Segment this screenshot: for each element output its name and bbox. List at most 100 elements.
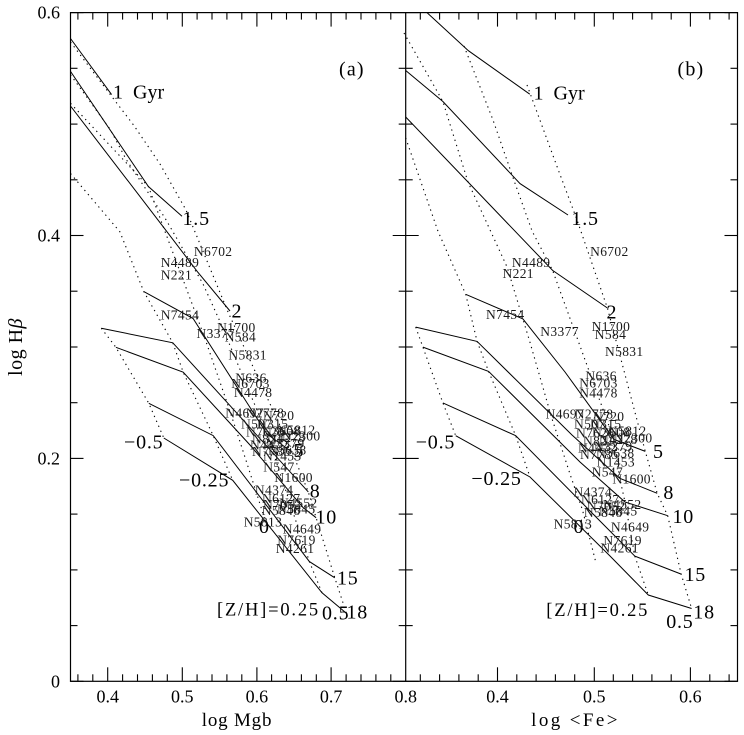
svg-text:1.5: 1.5 [183,208,210,230]
svg-text:N7052: N7052 [587,499,626,514]
svg-text:8: 8 [310,481,321,503]
svg-text:0.4: 0.4 [486,687,509,707]
svg-text:N7785: N7785 [580,447,619,462]
svg-text:0.4: 0.4 [38,226,61,246]
svg-text:15: 15 [685,564,707,586]
svg-text:18: 18 [693,602,715,624]
svg-text:0: 0 [259,516,270,538]
svg-text:−0.25: −0.25 [179,470,229,492]
svg-text:1 Gyr: 1 Gyr [534,83,585,105]
svg-text:N6127: N6127 [581,492,620,507]
svg-text:N4489: N4489 [161,255,200,270]
svg-text:18: 18 [347,602,369,624]
svg-text:1.5: 1.5 [571,208,598,230]
svg-text:5: 5 [653,441,664,463]
svg-text:N584: N584 [225,330,256,345]
svg-text:N5812: N5812 [277,423,316,438]
svg-text:N7626: N7626 [246,425,285,440]
svg-text:N5813: N5813 [244,515,283,530]
svg-text:N507: N507 [574,417,605,432]
svg-text:N6702: N6702 [194,244,233,259]
svg-text:0.6: 0.6 [246,687,269,707]
svg-text:N6703: N6703 [579,376,618,391]
svg-text:8: 8 [663,482,674,504]
svg-text:N4697: N4697 [225,406,263,421]
svg-text:0.5: 0.5 [666,611,693,633]
svg-text:N3608: N3608 [262,424,301,439]
svg-text:0.5: 0.5 [171,687,194,707]
svg-text:N636: N636 [585,369,616,384]
svg-text:−0.25: −0.25 [471,468,521,490]
svg-text:N7619: N7619 [603,533,642,548]
svg-text:5: 5 [294,440,305,462]
svg-text:N2300: N2300 [614,431,653,446]
svg-text:N4552: N4552 [603,497,642,512]
svg-text:N2300: N2300 [282,429,321,444]
svg-text:N2778: N2778 [575,407,614,422]
svg-text:N507: N507 [241,417,272,432]
svg-text:10: 10 [673,506,695,528]
svg-text:N821: N821 [583,434,614,449]
svg-text:N2778: N2778 [246,406,285,421]
svg-text:N5845: N5845 [599,504,638,519]
svg-text:0.5: 0.5 [322,603,349,625]
svg-text:N1453: N1453 [263,449,302,464]
svg-text:N821: N821 [252,432,283,447]
svg-text:N7626: N7626 [576,426,615,441]
svg-text:N221: N221 [503,266,534,281]
svg-text:10: 10 [316,507,338,529]
svg-text:N720: N720 [263,408,294,423]
svg-text:N1600: N1600 [612,472,651,487]
svg-text:N584: N584 [595,327,626,342]
svg-text:0.8: 0.8 [394,687,417,707]
svg-text:1 Gyr: 1 Gyr [113,82,164,104]
svg-text:N547: N547 [592,465,623,480]
svg-text:N547: N547 [263,460,294,475]
svg-text:N5845: N5845 [277,502,316,517]
svg-text:N4649: N4649 [611,520,650,535]
svg-text:N4278: N4278 [267,430,306,445]
svg-text:N4489: N4489 [512,255,551,270]
svg-text:N1700: N1700 [217,320,256,335]
svg-text:N4478: N4478 [234,385,273,400]
svg-text:0.6: 0.6 [679,687,702,707]
svg-text:N3379: N3379 [594,439,633,454]
svg-text:N7619: N7619 [277,533,316,548]
svg-text:N1600: N1600 [274,470,313,485]
svg-text:N4472: N4472 [250,438,289,453]
svg-text:0.6: 0.6 [38,3,61,23]
svg-text:0: 0 [574,516,585,538]
svg-text:(a): (a) [339,59,365,81]
svg-text:log <Fe>: log <Fe> [531,710,620,731]
svg-text:[Z/H]=0.25: [Z/H]=0.25 [217,601,320,621]
svg-text:N636: N636 [235,370,266,385]
svg-text:(b): (b) [678,59,705,81]
svg-text:N5846: N5846 [584,505,623,520]
svg-text:N4649: N4649 [283,522,322,537]
svg-text:N6127: N6127 [262,491,301,506]
svg-text:log Hβ: log Hβ [5,318,27,376]
svg-text:N221: N221 [161,268,192,283]
svg-text:N4374: N4374 [255,483,294,498]
svg-text:N4374: N4374 [574,485,613,500]
svg-text:N5846: N5846 [262,503,301,518]
svg-text:N3377: N3377 [540,324,579,339]
svg-text:N1453: N1453 [597,455,636,470]
svg-text:N4278: N4278 [599,432,638,447]
svg-text:N5812: N5812 [608,424,647,439]
svg-text:N4261: N4261 [600,541,639,556]
svg-text:N5831: N5831 [228,348,267,363]
svg-text:0.2: 0.2 [38,448,61,468]
svg-text:N7454: N7454 [486,307,525,322]
svg-text:N6703: N6703 [231,376,270,391]
svg-text:0.4: 0.4 [96,687,119,707]
svg-text:2: 2 [607,302,618,324]
svg-text:0.7: 0.7 [320,687,343,707]
svg-text:N5638: N5638 [268,443,307,458]
svg-text:N720: N720 [593,409,624,424]
svg-text:0.5: 0.5 [583,687,606,707]
svg-text:N4472: N4472 [578,441,617,456]
svg-text:N5813: N5813 [554,517,593,532]
svg-text:N3379: N3379 [266,436,305,451]
svg-text:N5638: N5638 [596,446,635,461]
